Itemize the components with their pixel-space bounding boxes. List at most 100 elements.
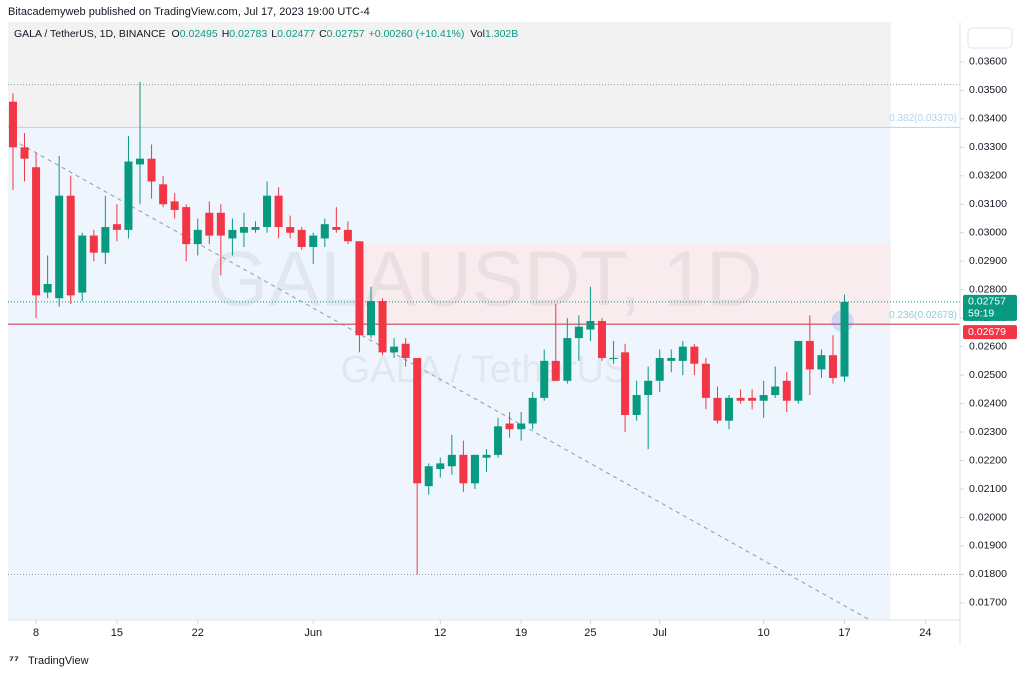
candle-body [632,395,641,415]
y-tick-label: 0.03300 [969,141,1007,153]
candle-body [805,340,814,370]
candle-body [286,227,295,233]
trendline [12,139,871,621]
candle-body [840,301,849,377]
candle-body [136,158,145,165]
candle-body [8,101,17,148]
plot: 0.382(0.03370) 0.236(0.02678) [8,81,960,621]
candle-body [205,212,214,236]
candle-body [828,355,837,378]
candle-body [748,397,757,401]
candle-body [690,346,699,364]
y-tick-label: 0.01700 [969,597,1007,609]
candle-body [771,386,780,396]
legend-key: Vol [470,28,485,40]
candle-body [366,301,375,336]
candle-body [228,229,237,239]
candle-body [563,338,572,381]
fib-label: 0.382(0.03370) [889,113,957,124]
zone [8,127,891,620]
x-tick-label: 25 [584,627,596,639]
candle-body [89,235,98,253]
candle-body [655,358,664,381]
legend-value: 0.02757 [327,28,365,40]
watermark-symbol: GALAUSDT, 1D [208,235,763,323]
candle-body [817,355,826,370]
candle-body [667,358,676,361]
candle-body [355,241,364,336]
y-tick-label: 0.01900 [969,540,1007,552]
candle-body [320,224,329,239]
zone [8,22,891,128]
y-tick-label: 0.02300 [969,426,1007,438]
legend-key: H [222,28,230,40]
candle-body [216,212,225,236]
candle-body [678,346,687,361]
candle-body [736,397,745,401]
price-line-label: 0.02679 [968,326,1006,338]
candle-body [101,227,110,253]
candle-body [332,227,341,230]
candle-body [297,229,306,247]
candle-body [343,229,352,242]
x-tick-label: 22 [192,627,204,639]
candle-body [20,147,29,159]
last-price-label: 0.02757 [968,296,1006,308]
legend-symbol: GALA / TetherUS, 1D, BINANCE [14,28,166,40]
zones [8,22,891,620]
candle-body [725,397,734,421]
candle-body [517,423,526,430]
candle-body [551,360,560,381]
candle-body [794,340,803,401]
y-tick-label: 0.03100 [969,198,1007,210]
x-tick-label: Jul [653,627,667,639]
candle-body [193,229,202,245]
legend-change: +0.00260 (+10.41%) [369,28,465,40]
candle-body [124,161,133,230]
candle-body [586,321,595,330]
y-tick-label: 0.03500 [969,84,1007,96]
x-tick-label: 12 [434,627,446,639]
candle-body [390,346,399,353]
candle-body [43,283,52,293]
candle-body [78,235,87,293]
candle-body [459,454,468,484]
footer: ⁷⁷ TradingView [9,653,89,667]
x-tick-label: 19 [515,627,527,639]
x-tick-label: 8 [33,627,39,639]
candle-body [182,207,191,245]
y-tick-label: 0.02600 [969,340,1007,352]
candle-body [574,326,583,339]
legend-value: 1.302B [485,28,518,40]
x-tick-label: 24 [919,627,931,639]
y-tick-label: 0.01800 [969,568,1007,580]
candle-body [147,158,156,182]
candle-body [66,195,75,296]
last-price-tag [963,294,1017,321]
settings-button[interactable] [967,27,1013,49]
y-tick-label: 0.02000 [969,511,1007,523]
legend-value: 0.02495 [180,28,218,40]
candle-body [112,224,121,230]
logo: ⁷⁷ [9,653,19,667]
y-tick-label: 0.02900 [969,255,1007,267]
candle-body [701,363,710,398]
candle-body [494,426,503,455]
y-tick-label: 0.02100 [969,483,1007,495]
candle-body [470,454,479,484]
x-tick-label: 15 [111,627,123,639]
candle-body [251,227,260,230]
y-tick-label: 0.02500 [969,369,1007,381]
candle-body [378,301,387,353]
legend-key: L [271,28,277,40]
candle-body [401,343,410,359]
candle-body [239,227,248,233]
candle-body [505,423,514,430]
y-tick-label: 0.03400 [969,113,1007,125]
fib-label: 0.236(0.02678) [889,310,957,321]
candle-body [528,397,537,424]
candle-body [782,380,791,401]
zone [359,244,891,325]
candle-body [413,358,422,484]
